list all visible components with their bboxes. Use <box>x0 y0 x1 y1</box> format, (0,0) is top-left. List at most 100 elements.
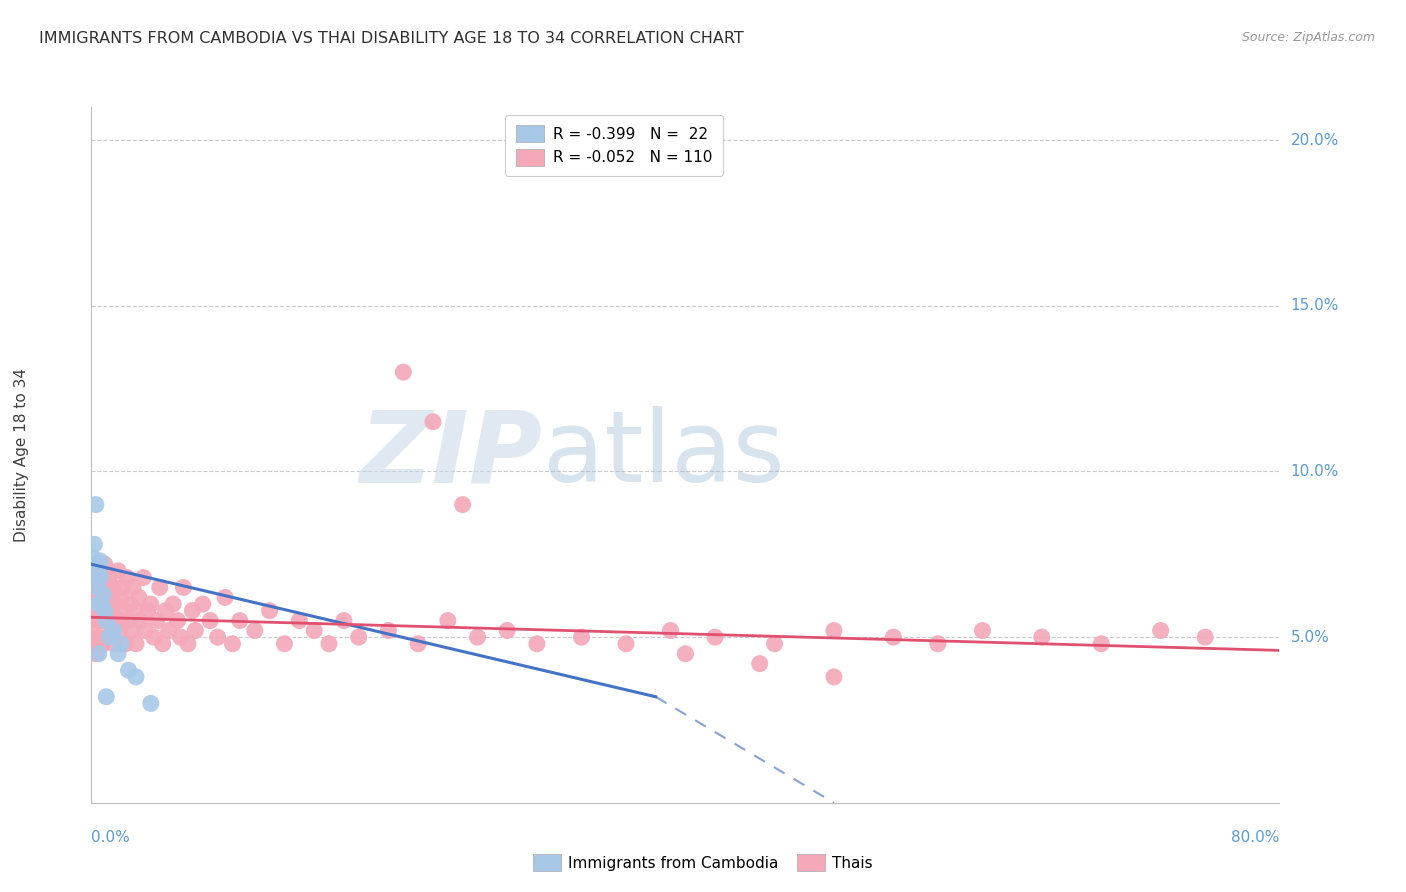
Point <box>129 614 152 628</box>
Point <box>704 630 727 644</box>
Point <box>117 614 139 628</box>
Point <box>91 614 114 628</box>
Point <box>89 581 111 595</box>
Point <box>94 604 117 618</box>
Text: 20.0%: 20.0% <box>1291 133 1339 148</box>
Point <box>927 637 949 651</box>
Point <box>333 614 356 628</box>
Point <box>302 624 325 638</box>
Point <box>422 415 444 429</box>
Point <box>103 637 125 651</box>
Text: 5.0%: 5.0% <box>1291 630 1330 645</box>
Point <box>94 581 117 595</box>
Point <box>673 647 696 661</box>
Point <box>157 624 180 638</box>
Point <box>496 624 519 638</box>
Point <box>90 604 112 618</box>
Point <box>90 591 112 605</box>
Point <box>1194 630 1216 644</box>
Point <box>90 597 112 611</box>
Point <box>763 637 786 651</box>
Point <box>134 624 156 638</box>
Text: 80.0%: 80.0% <box>1232 830 1279 845</box>
Point <box>114 637 136 651</box>
Point <box>139 697 162 711</box>
Point <box>142 630 165 644</box>
Point <box>191 597 214 611</box>
Point <box>103 581 125 595</box>
Point <box>526 637 548 651</box>
Point <box>83 537 105 551</box>
Point <box>172 581 194 595</box>
Text: 15.0%: 15.0% <box>1291 298 1339 313</box>
Point <box>105 614 128 628</box>
Point <box>436 614 458 628</box>
Point <box>87 597 110 611</box>
Point <box>89 637 111 651</box>
Point <box>139 597 162 611</box>
Point <box>118 597 141 611</box>
Point <box>377 624 399 638</box>
Point <box>86 558 108 572</box>
Point <box>87 647 110 661</box>
Point <box>882 630 904 644</box>
Point <box>87 564 110 578</box>
Point <box>86 581 108 595</box>
Point <box>90 564 112 578</box>
Point <box>214 591 236 605</box>
Point <box>98 630 121 644</box>
Point <box>83 570 105 584</box>
Text: Source: ZipAtlas.com: Source: ZipAtlas.com <box>1241 31 1375 45</box>
Point <box>110 637 132 651</box>
Point <box>273 637 295 651</box>
Point <box>83 637 105 651</box>
Point <box>98 604 121 618</box>
Legend: Immigrants from Cambodia, Thais: Immigrants from Cambodia, Thais <box>527 848 879 877</box>
Point <box>181 604 204 618</box>
Point <box>347 630 370 644</box>
Point <box>200 614 222 628</box>
Point <box>86 558 108 572</box>
Point <box>82 550 104 565</box>
Point <box>823 624 845 638</box>
Point <box>96 614 118 628</box>
Point <box>112 604 135 618</box>
Point <box>83 614 105 628</box>
Point <box>89 614 111 628</box>
Point <box>207 630 229 644</box>
Point <box>1149 624 1171 638</box>
Point <box>125 637 148 651</box>
Point <box>87 570 110 584</box>
Text: ZIP: ZIP <box>360 407 543 503</box>
Text: 10.0%: 10.0% <box>1291 464 1339 479</box>
Point <box>184 624 207 638</box>
Point <box>86 581 108 595</box>
Point <box>86 614 108 628</box>
Point <box>100 630 122 644</box>
Point <box>96 630 118 644</box>
Text: Disability Age 18 to 34: Disability Age 18 to 34 <box>14 368 28 542</box>
Point <box>451 498 474 512</box>
Point <box>100 591 122 605</box>
Point <box>243 624 266 638</box>
Point <box>84 564 107 578</box>
Point <box>229 614 252 628</box>
Point <box>89 570 111 584</box>
Point <box>406 637 429 651</box>
Point <box>571 630 593 644</box>
Point <box>149 581 172 595</box>
Point <box>155 604 177 618</box>
Point <box>84 647 107 661</box>
Legend: R = -0.399   N =  22, R = -0.052   N = 110: R = -0.399 N = 22, R = -0.052 N = 110 <box>505 115 723 177</box>
Point <box>97 614 120 628</box>
Point <box>1031 630 1053 644</box>
Point <box>87 591 110 605</box>
Point <box>91 587 114 601</box>
Point <box>107 564 129 578</box>
Text: 0.0%: 0.0% <box>91 830 131 845</box>
Point <box>221 637 243 651</box>
Point <box>96 690 118 704</box>
Point <box>115 570 138 584</box>
Point <box>166 614 188 628</box>
Point <box>98 570 121 584</box>
